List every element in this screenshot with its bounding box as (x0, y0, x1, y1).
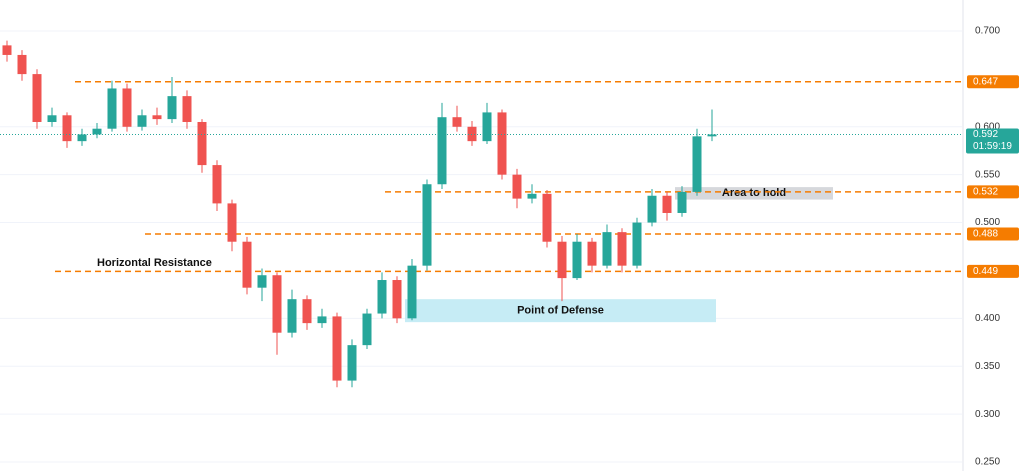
candle-body (602, 232, 612, 266)
y-tick-label: 0.300 (975, 409, 1000, 420)
candle-body (647, 195, 657, 223)
candle-body (242, 241, 252, 288)
candle-body (437, 117, 447, 185)
candle-body (557, 241, 567, 279)
candle-body (182, 96, 192, 122)
candle-body (362, 313, 372, 346)
candle-body (422, 184, 432, 266)
y-tick-label: 0.700 (975, 26, 1000, 37)
y-tick-label: 0.250 (975, 457, 1000, 468)
candle-body (572, 241, 582, 279)
candle-body (32, 74, 42, 122)
candle-body (407, 265, 417, 319)
countdown: 01:59:19 (973, 141, 1012, 152)
y-tick-label: 0.550 (975, 169, 1000, 180)
candle-body (167, 96, 177, 120)
candle-body (677, 191, 687, 213)
last-price-label: 0.592 (973, 129, 998, 140)
candle-body (542, 193, 552, 242)
candle-body (512, 174, 522, 199)
y-tick-label: 0.400 (975, 313, 1000, 324)
level-badge (967, 75, 1019, 89)
level-label: 0.532 (973, 187, 998, 198)
annotation: Horizontal Resistance (97, 257, 212, 269)
candle-body (662, 195, 672, 213)
zone-label: Point of Defense (517, 305, 604, 317)
y-tick-label: 0.350 (975, 361, 1000, 372)
candle-body (317, 316, 327, 324)
candle-body (107, 88, 117, 129)
zone (675, 187, 833, 200)
candle-body (392, 280, 402, 319)
y-tick-label: 0.600 (975, 121, 1000, 132)
candle-body (377, 280, 387, 314)
candle-body (587, 241, 597, 266)
level-badge (967, 264, 1019, 278)
candle-body (62, 115, 72, 142)
level-label: 0.488 (973, 229, 998, 240)
price-badge (966, 128, 1019, 154)
candle-body (497, 112, 507, 175)
candle-body (137, 115, 147, 127)
candle-body (617, 232, 627, 266)
candle-body (527, 193, 537, 199)
zone (405, 299, 716, 323)
candle-body (77, 134, 87, 142)
candle-body (197, 121, 207, 166)
candle-body (92, 128, 102, 135)
candle-body (47, 115, 57, 122)
level-badge (967, 227, 1019, 241)
candle-body (257, 275, 267, 288)
level-badge (967, 185, 1019, 199)
candle-body (152, 115, 162, 120)
candle-body (2, 45, 12, 55)
y-tick-label: 0.500 (975, 217, 1000, 228)
candle-body (632, 222, 642, 266)
candle-body (17, 54, 27, 75)
candle-body (212, 165, 222, 204)
candle-body (287, 299, 297, 333)
candle-body (332, 316, 342, 381)
candle-body (347, 345, 357, 381)
candle-body (707, 134, 717, 137)
candle-body (482, 112, 492, 142)
candle-body (227, 203, 237, 242)
candle-body (302, 299, 312, 324)
candle-body (452, 117, 462, 127)
level-label: 0.449 (973, 266, 998, 277)
candle-body (272, 275, 282, 333)
level-label: 0.647 (973, 76, 998, 87)
candle-body (122, 88, 132, 127)
zone-label: Area to hold (722, 187, 786, 199)
candle-body (692, 136, 702, 192)
